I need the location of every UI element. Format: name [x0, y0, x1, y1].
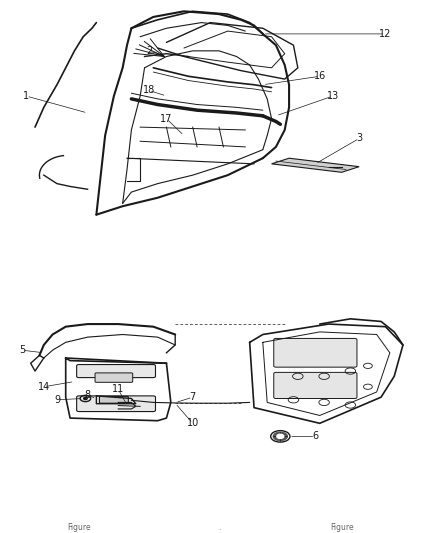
- FancyBboxPatch shape: [77, 365, 155, 377]
- Text: Figure: Figure: [330, 523, 353, 532]
- Text: 11: 11: [112, 384, 124, 394]
- Text: 2: 2: [146, 46, 152, 56]
- FancyBboxPatch shape: [95, 373, 133, 382]
- Circle shape: [273, 432, 287, 441]
- Text: Figure: Figure: [67, 523, 91, 532]
- Text: 6: 6: [312, 431, 318, 441]
- Text: .: .: [218, 523, 220, 532]
- Circle shape: [84, 398, 87, 400]
- Text: 18: 18: [143, 85, 155, 95]
- FancyBboxPatch shape: [77, 396, 155, 411]
- Text: 8: 8: [85, 390, 91, 400]
- Circle shape: [277, 434, 284, 439]
- Text: 9: 9: [54, 395, 60, 405]
- FancyBboxPatch shape: [274, 373, 357, 399]
- FancyBboxPatch shape: [274, 338, 357, 367]
- FancyBboxPatch shape: [99, 397, 128, 403]
- Text: 14: 14: [38, 382, 50, 392]
- Text: 10: 10: [187, 418, 199, 429]
- Text: 3: 3: [356, 133, 362, 143]
- Text: 7: 7: [190, 392, 196, 402]
- Text: 17: 17: [160, 114, 173, 124]
- Text: 16: 16: [314, 71, 326, 81]
- Text: 13: 13: [327, 91, 339, 101]
- Text: 1: 1: [23, 91, 29, 101]
- Polygon shape: [272, 158, 359, 172]
- Text: 5: 5: [19, 345, 25, 355]
- Text: 12: 12: [379, 29, 392, 39]
